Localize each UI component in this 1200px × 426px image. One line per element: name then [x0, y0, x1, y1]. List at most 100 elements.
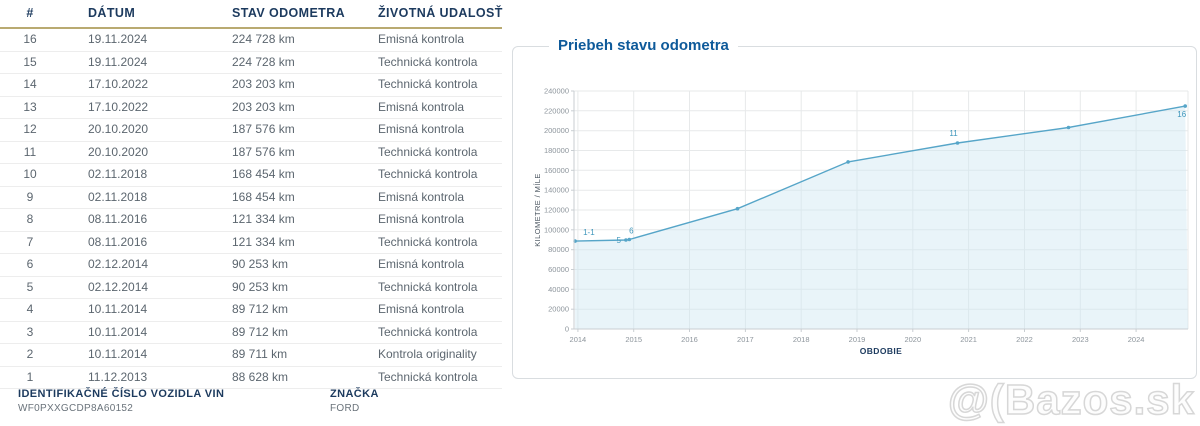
- cell-number: 5: [26, 279, 34, 294]
- cell-date: 02.12.2014: [88, 279, 149, 294]
- table-row: 8 08.11.2016 121 334 km Emisná kontrola: [0, 209, 502, 232]
- table-body: 16 19.11.2024 224 728 km Emisná kontrola 15 1…: [0, 29, 502, 389]
- svg-text:2018: 2018: [793, 335, 810, 344]
- svg-text:2016: 2016: [681, 335, 698, 344]
- table-row: 2 10.11.2014 89 711 km Kontrola originality: [0, 344, 502, 367]
- table-row: 4 10.11.2014 89 712 km Emisná kontrola: [0, 299, 502, 322]
- cell-odometer: 187 576 km: [232, 122, 295, 136]
- table-row: 9 02.11.2018 168 454 km Emisná kontrola: [0, 187, 502, 209]
- svg-text:2024: 2024: [1128, 335, 1145, 344]
- table-header-row: # DÁTUM STAV ODOMETRA ŽIVOTNÁ UDALOSŤ: [0, 0, 502, 29]
- vin-label: IDENTIFIKAČNÉ ČÍSLO VOZIDLA VIN: [18, 388, 225, 400]
- cell-event: Emisná kontrola: [378, 32, 465, 46]
- cell-event: Emisná kontrola: [378, 99, 465, 114]
- cell-number: 4: [26, 302, 34, 316]
- cell-odometer: 90 253 km: [232, 257, 289, 271]
- column-header-odometer: STAV ODOMETRA: [232, 6, 346, 20]
- bazos-watermark: @(Bazos.sk: [947, 375, 1195, 424]
- cell-odometer: 121 334 km: [232, 234, 295, 249]
- vin-field: IDENTIFIKAČNÉ ČÍSLO VOZIDLA VIN WF0PXXGC…: [18, 388, 224, 414]
- cell-event: Emisná kontrola: [378, 189, 465, 204]
- cell-odometer: 224 728 km: [232, 32, 295, 46]
- cell-number: 16: [23, 32, 37, 46]
- cell-odometer: 168 454 km: [232, 189, 295, 204]
- cell-date: 17.10.2022: [88, 77, 149, 91]
- svg-text:100000: 100000: [544, 225, 569, 234]
- cell-date: 10.11.2014: [88, 324, 148, 339]
- cell-event: Technická kontrola: [378, 77, 478, 91]
- vin-value: WF0PXXGCDP8A60152: [18, 403, 134, 414]
- cell-date: 02.12.2014: [88, 257, 149, 271]
- cell-date: 20.10.2020: [88, 122, 149, 136]
- cell-number: 12: [23, 122, 37, 136]
- table-row: 16 19.11.2024 224 728 km Emisná kontrola: [0, 29, 502, 52]
- svg-text:2014: 2014: [570, 335, 587, 344]
- cell-odometer: 90 253 km: [232, 279, 289, 294]
- chart-title: Priebeh stavu odometra: [549, 37, 738, 54]
- cell-event: Emisná kontrola: [378, 302, 465, 316]
- table-row: 13 17.10.2022 203 203 km Emisná kontrola: [0, 97, 502, 119]
- svg-text:11: 11: [949, 129, 958, 138]
- cell-odometer: 224 728 km: [232, 54, 295, 69]
- table-row: 5 02.12.2014 90 253 km Technická kontrola: [0, 277, 502, 299]
- cell-odometer: 89 711 km: [232, 347, 288, 361]
- svg-text:2022: 2022: [1016, 335, 1033, 344]
- brand-field: ZNAČKA FORD: [330, 388, 379, 414]
- cell-event: Technická kontrola: [378, 234, 478, 249]
- cell-event: Technická kontrola: [378, 144, 478, 159]
- odometer-history-table: # DÁTUM STAV ODOMETRA ŽIVOTNÁ UDALOSŤ 16…: [0, 0, 502, 389]
- svg-text:2023: 2023: [1072, 335, 1089, 344]
- cell-event: Technická kontrola: [378, 369, 478, 384]
- brand-label: ZNAČKA: [330, 388, 379, 400]
- cell-number: 13: [23, 99, 37, 114]
- cell-date: 11.12.2013: [88, 369, 148, 384]
- cell-number: 15: [23, 54, 37, 69]
- svg-text:60000: 60000: [548, 265, 569, 274]
- odometer-chart-panel: Priebeh stavu odometra 0 20000 40000 60000 8…: [512, 37, 1197, 379]
- cell-odometer: 203 203 km: [232, 77, 295, 91]
- cell-number: 2: [26, 347, 34, 361]
- table-row: 6 02.12.2014 90 253 km Emisná kontrola: [0, 254, 502, 277]
- cell-number: 6: [26, 257, 34, 271]
- cell-number: 10: [23, 167, 37, 181]
- svg-text:2020: 2020: [904, 335, 921, 344]
- svg-text:220000: 220000: [544, 106, 569, 115]
- bazos-logo-mark: @(: [947, 375, 1005, 424]
- cell-date: 19.11.2024: [88, 32, 148, 46]
- table-row: 12 20.10.2020 187 576 km Emisná kontrola: [0, 119, 502, 142]
- svg-text:0: 0: [565, 325, 569, 334]
- cell-odometer: 89 712 km: [232, 324, 289, 339]
- cell-event: Technická kontrola: [378, 167, 478, 181]
- cell-odometer: 187 576 km: [232, 144, 295, 159]
- table-row: 7 08.11.2016 121 334 km Technická kontrola: [0, 232, 502, 254]
- cell-date: 17.10.2022: [88, 99, 149, 114]
- cell-number: 8: [26, 212, 34, 226]
- cell-date: 02.11.2018: [88, 189, 148, 204]
- cell-event: Emisná kontrola: [378, 122, 465, 136]
- column-header-event: ŽIVOTNÁ UDALOSŤ: [378, 6, 503, 20]
- svg-text:120000: 120000: [544, 206, 569, 215]
- svg-text:16: 16: [1177, 110, 1186, 119]
- cell-date: 08.11.2016: [88, 234, 148, 249]
- column-header-number: #: [26, 6, 34, 20]
- cell-number: 9: [26, 189, 34, 204]
- cell-number: 11: [23, 144, 37, 159]
- svg-text:160000: 160000: [544, 166, 569, 175]
- svg-text:200000: 200000: [544, 126, 569, 135]
- cell-event: Technická kontrola: [378, 324, 478, 339]
- cell-number: 7: [26, 234, 34, 249]
- cell-date: 10.11.2014: [88, 302, 148, 316]
- svg-text:140000: 140000: [544, 186, 569, 195]
- cell-number: 3: [26, 324, 34, 339]
- svg-text:40000: 40000: [548, 285, 569, 294]
- odometer-line-chart: 0 20000 40000 60000 80000 100000 120000 140000 1…: [533, 87, 1189, 356]
- svg-text:1-1: 1-1: [583, 228, 595, 237]
- table-row: 15 19.11.2024 224 728 km Technická kontrola: [0, 52, 502, 74]
- cell-date: 20.10.2020: [88, 144, 149, 159]
- svg-text:240000: 240000: [544, 87, 569, 96]
- cell-event: Kontrola originality: [378, 347, 477, 361]
- svg-text:2017: 2017: [737, 335, 754, 344]
- svg-text:6: 6: [629, 227, 634, 236]
- table-row: 1 11.12.2013 88 628 km Technická kontrola: [0, 367, 502, 389]
- svg-text:KILOMETRE / MÍLE: KILOMETRE / MÍLE: [533, 173, 542, 247]
